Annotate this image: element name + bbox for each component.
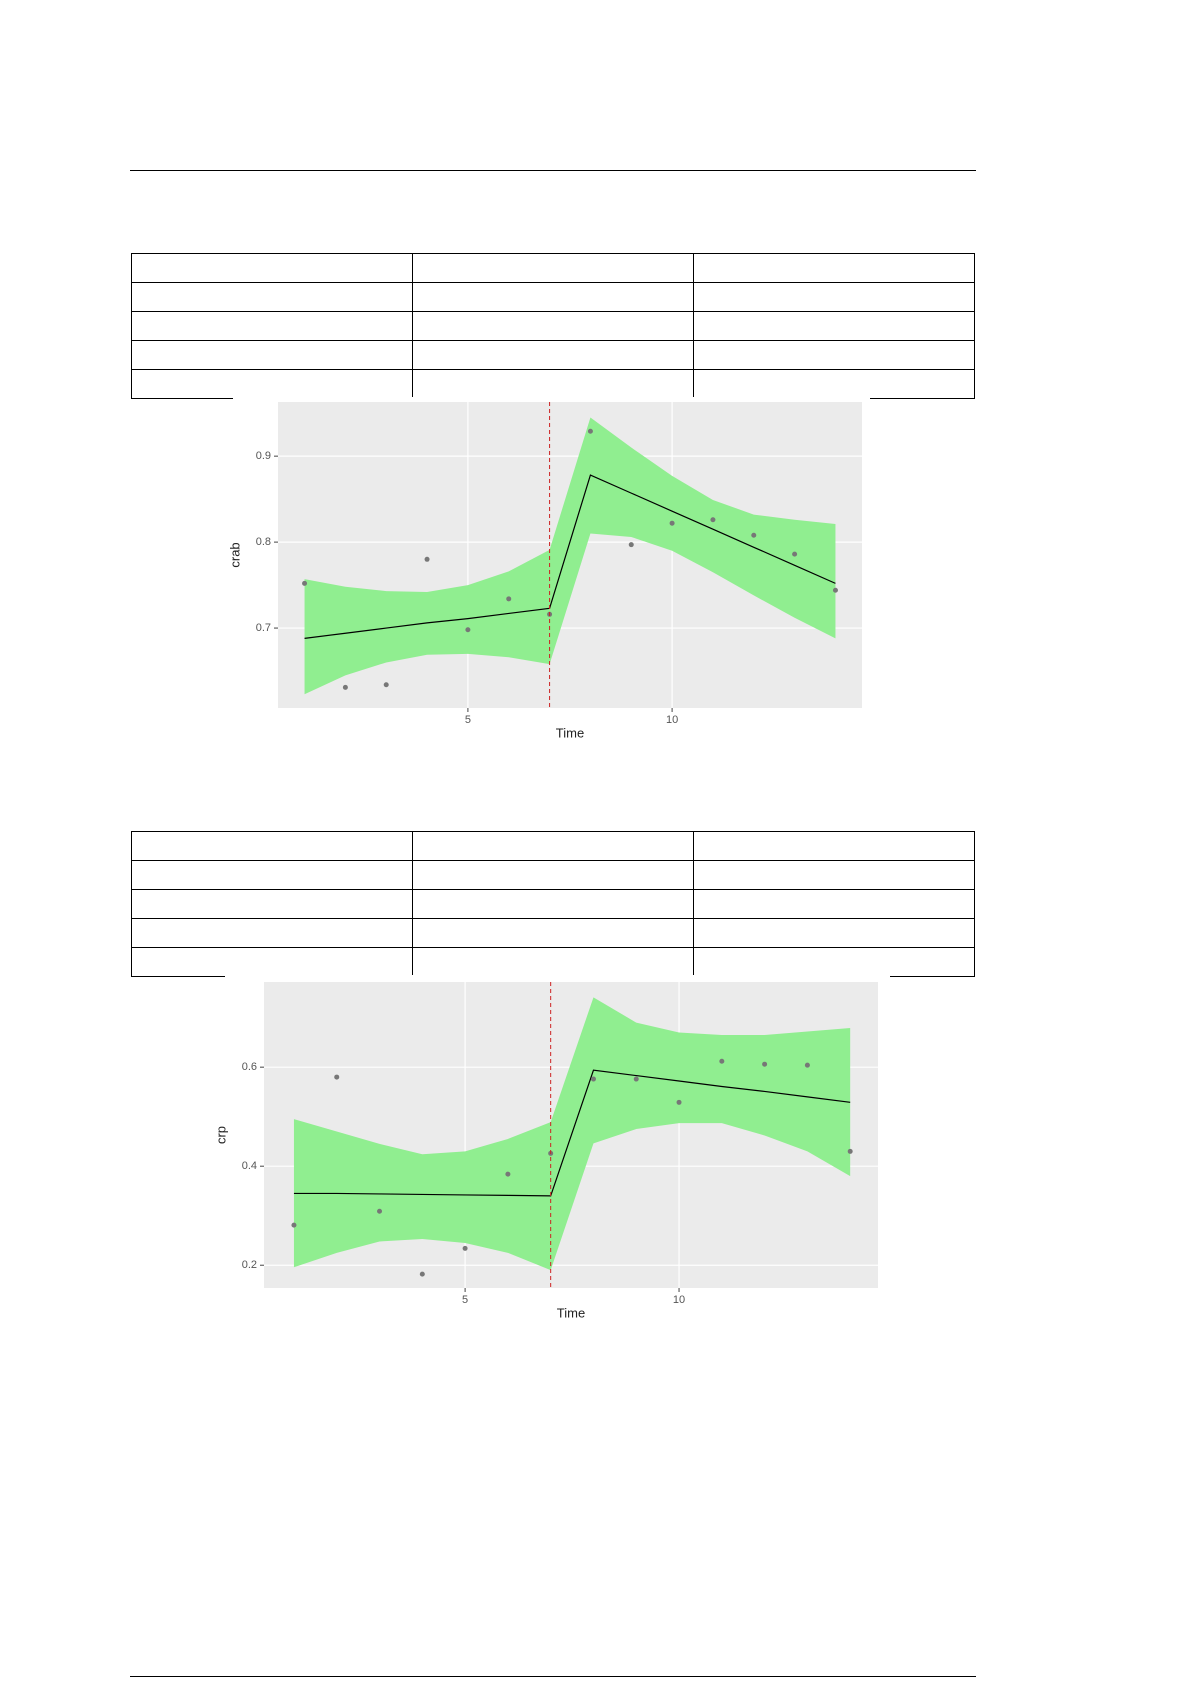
data-point: [590, 1076, 596, 1082]
data-point: [377, 1208, 383, 1214]
header-rule: [130, 170, 976, 171]
data-point: [383, 682, 389, 688]
x-axis-title: Time: [557, 1305, 585, 1320]
y-tick-label: 0.2: [242, 1259, 257, 1271]
data-point: [342, 684, 348, 690]
y-tick-label: 0.6: [242, 1061, 257, 1073]
x-tick-label: 10: [666, 714, 678, 726]
y-tick-label: 0.8: [256, 536, 271, 548]
y-tick-label: 0.7: [256, 622, 271, 634]
data-point: [762, 1061, 768, 1067]
data-point: [424, 556, 430, 562]
data-point: [302, 580, 308, 586]
data-point: [628, 542, 634, 548]
fit-line: [293, 1069, 851, 1197]
x-tick-label: 5: [465, 714, 471, 726]
y-axis-title: crp: [213, 1126, 228, 1144]
data-point: [751, 532, 757, 538]
data-point: [676, 1099, 682, 1105]
data-point: [465, 627, 471, 633]
y-tick-label: 0.9: [256, 450, 271, 462]
data-point: [334, 1074, 340, 1080]
data-point: [804, 1062, 810, 1068]
x-tick-label: 10: [673, 1294, 685, 1306]
footer-rule: [130, 1676, 976, 1677]
data-point: [792, 551, 798, 557]
data-point: [462, 1245, 468, 1251]
data-point: [832, 587, 838, 593]
data-point: [710, 517, 716, 523]
data-point: [419, 1271, 425, 1277]
table: [131, 831, 975, 977]
x-tick-label: 5: [462, 1294, 468, 1306]
data-point: [669, 520, 675, 526]
data-point: [847, 1148, 853, 1154]
y-tick-label: 0.4: [242, 1160, 257, 1172]
y-axis-title: crab: [227, 542, 242, 567]
data-point: [291, 1222, 297, 1228]
data-point: [506, 596, 512, 602]
data-point: [505, 1171, 511, 1177]
data-point: [719, 1058, 725, 1064]
data-point: [633, 1076, 639, 1082]
fit-line: [304, 474, 836, 639]
data-point: [587, 428, 593, 434]
confidence-band: [304, 417, 836, 695]
table: [131, 253, 975, 399]
x-axis-title: Time: [556, 725, 584, 740]
